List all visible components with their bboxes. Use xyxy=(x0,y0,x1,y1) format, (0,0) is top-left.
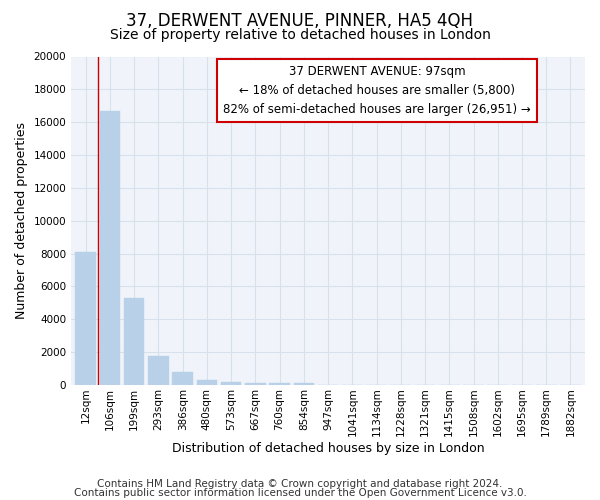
Bar xyxy=(76,252,96,385)
Bar xyxy=(293,384,314,385)
Bar xyxy=(172,372,193,385)
Bar xyxy=(197,380,217,385)
Text: Contains public sector information licensed under the Open Government Licence v3: Contains public sector information licen… xyxy=(74,488,526,498)
Text: Size of property relative to detached houses in London: Size of property relative to detached ho… xyxy=(110,28,490,42)
Bar xyxy=(221,382,241,385)
Bar xyxy=(245,384,266,385)
Y-axis label: Number of detached properties: Number of detached properties xyxy=(15,122,28,319)
Text: 37 DERWENT AVENUE: 97sqm
← 18% of detached houses are smaller (5,800)
82% of sem: 37 DERWENT AVENUE: 97sqm ← 18% of detach… xyxy=(223,64,531,116)
Bar xyxy=(124,298,145,385)
Bar xyxy=(100,110,120,385)
X-axis label: Distribution of detached houses by size in London: Distribution of detached houses by size … xyxy=(172,442,484,455)
Text: 37, DERWENT AVENUE, PINNER, HA5 4QH: 37, DERWENT AVENUE, PINNER, HA5 4QH xyxy=(127,12,473,30)
Text: Contains HM Land Registry data © Crown copyright and database right 2024.: Contains HM Land Registry data © Crown c… xyxy=(97,479,503,489)
Bar xyxy=(269,384,290,385)
Bar xyxy=(148,356,169,385)
